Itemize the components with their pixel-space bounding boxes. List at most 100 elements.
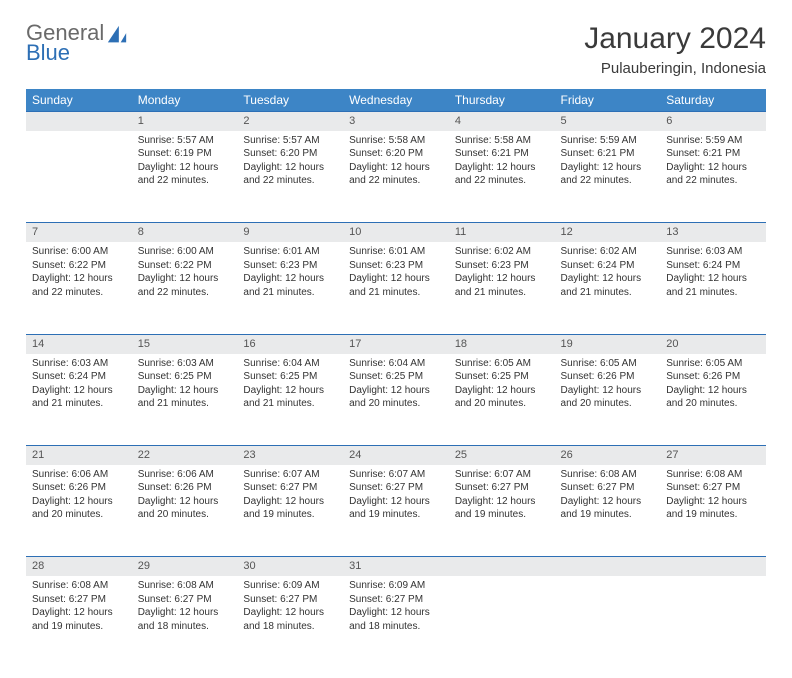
weekday-header: Wednesday: [343, 89, 449, 112]
daylight-text: Daylight: 12 hours and 19 minutes.: [349, 495, 443, 522]
sunrise-text: Sunrise: 6:05 AM: [455, 357, 549, 371]
sunset-text: Sunset: 6:19 PM: [138, 147, 232, 161]
day-number: 4: [449, 112, 555, 131]
daylight-text: Daylight: 12 hours and 22 minutes.: [138, 272, 232, 299]
day-number: 22: [132, 446, 238, 465]
daylight-text: Daylight: 12 hours and 20 minutes.: [138, 495, 232, 522]
sunset-text: Sunset: 6:27 PM: [349, 593, 443, 607]
day-number: 24: [343, 446, 449, 465]
day-cell: Sunrise: 6:02 AMSunset: 6:24 PMDaylight:…: [555, 242, 661, 334]
sunrise-text: Sunrise: 6:05 AM: [666, 357, 760, 371]
sunset-text: Sunset: 6:27 PM: [138, 593, 232, 607]
sunrise-text: Sunrise: 6:02 AM: [561, 245, 655, 259]
sunset-text: Sunset: 6:27 PM: [561, 481, 655, 495]
day-cell: Sunrise: 6:02 AMSunset: 6:23 PMDaylight:…: [449, 242, 555, 334]
day-cell: [660, 576, 766, 668]
calendar-table: Sunday Monday Tuesday Wednesday Thursday…: [26, 89, 766, 668]
weekday-header: Saturday: [660, 89, 766, 112]
day-number: 29: [132, 557, 238, 576]
sunset-text: Sunset: 6:25 PM: [349, 370, 443, 384]
day-cell: Sunrise: 6:01 AMSunset: 6:23 PMDaylight:…: [237, 242, 343, 334]
day-number-row: 28293031: [26, 557, 766, 576]
day-cell: Sunrise: 6:09 AMSunset: 6:27 PMDaylight:…: [237, 576, 343, 668]
day-cell: Sunrise: 5:58 AMSunset: 6:20 PMDaylight:…: [343, 131, 449, 223]
day-cell: Sunrise: 5:57 AMSunset: 6:19 PMDaylight:…: [132, 131, 238, 223]
sunrise-text: Sunrise: 6:05 AM: [561, 357, 655, 371]
sunset-text: Sunset: 6:27 PM: [32, 593, 126, 607]
sunset-text: Sunset: 6:27 PM: [243, 481, 337, 495]
sunset-text: Sunset: 6:25 PM: [138, 370, 232, 384]
day-cell: Sunrise: 6:07 AMSunset: 6:27 PMDaylight:…: [449, 465, 555, 557]
day-cell: Sunrise: 6:00 AMSunset: 6:22 PMDaylight:…: [132, 242, 238, 334]
day-cell: Sunrise: 6:09 AMSunset: 6:27 PMDaylight:…: [343, 576, 449, 668]
daylight-text: Daylight: 12 hours and 19 minutes.: [666, 495, 760, 522]
sunrise-text: Sunrise: 6:07 AM: [455, 468, 549, 482]
daylight-text: Daylight: 12 hours and 21 minutes.: [561, 272, 655, 299]
sunset-text: Sunset: 6:21 PM: [666, 147, 760, 161]
day-content-row: Sunrise: 6:06 AMSunset: 6:26 PMDaylight:…: [26, 465, 766, 557]
sunrise-text: Sunrise: 5:59 AM: [561, 134, 655, 148]
day-number: [660, 557, 766, 576]
sunrise-text: Sunrise: 6:03 AM: [666, 245, 760, 259]
day-cell: [555, 576, 661, 668]
daylight-text: Daylight: 12 hours and 20 minutes.: [455, 384, 549, 411]
sunrise-text: Sunrise: 5:58 AM: [349, 134, 443, 148]
day-number: 16: [237, 334, 343, 353]
sunset-text: Sunset: 6:22 PM: [32, 259, 126, 273]
sunset-text: Sunset: 6:26 PM: [138, 481, 232, 495]
day-cell: Sunrise: 6:04 AMSunset: 6:25 PMDaylight:…: [237, 354, 343, 446]
day-content-row: Sunrise: 6:08 AMSunset: 6:27 PMDaylight:…: [26, 576, 766, 668]
day-cell: Sunrise: 6:01 AMSunset: 6:23 PMDaylight:…: [343, 242, 449, 334]
logo-blue: Blue: [26, 42, 104, 64]
sunset-text: Sunset: 6:23 PM: [349, 259, 443, 273]
sunrise-text: Sunrise: 6:06 AM: [32, 468, 126, 482]
sunset-text: Sunset: 6:26 PM: [32, 481, 126, 495]
sunrise-text: Sunrise: 6:09 AM: [243, 579, 337, 593]
daylight-text: Daylight: 12 hours and 22 minutes.: [349, 161, 443, 188]
day-cell: [449, 576, 555, 668]
day-number: [555, 557, 661, 576]
sunset-text: Sunset: 6:24 PM: [32, 370, 126, 384]
sunset-text: Sunset: 6:22 PM: [138, 259, 232, 273]
daylight-text: Daylight: 12 hours and 19 minutes.: [32, 606, 126, 633]
daylight-text: Daylight: 12 hours and 21 minutes.: [349, 272, 443, 299]
daylight-text: Daylight: 12 hours and 21 minutes.: [243, 272, 337, 299]
day-number-row: 14151617181920: [26, 334, 766, 353]
day-cell: Sunrise: 6:05 AMSunset: 6:26 PMDaylight:…: [660, 354, 766, 446]
day-cell: Sunrise: 6:07 AMSunset: 6:27 PMDaylight:…: [343, 465, 449, 557]
sunrise-text: Sunrise: 6:00 AM: [138, 245, 232, 259]
sunrise-text: Sunrise: 5:57 AM: [243, 134, 337, 148]
day-number: [449, 557, 555, 576]
sunset-text: Sunset: 6:26 PM: [666, 370, 760, 384]
daylight-text: Daylight: 12 hours and 21 minutes.: [32, 384, 126, 411]
daylight-text: Daylight: 12 hours and 21 minutes.: [243, 384, 337, 411]
day-content-row: Sunrise: 6:03 AMSunset: 6:24 PMDaylight:…: [26, 354, 766, 446]
sunrise-text: Sunrise: 6:01 AM: [349, 245, 443, 259]
day-number: 14: [26, 334, 132, 353]
header: General Blue January 2024 Pulauberingin,…: [26, 22, 766, 77]
daylight-text: Daylight: 12 hours and 22 minutes.: [561, 161, 655, 188]
day-number: 2: [237, 112, 343, 131]
day-number: 12: [555, 223, 661, 242]
day-cell: Sunrise: 6:05 AMSunset: 6:25 PMDaylight:…: [449, 354, 555, 446]
day-number: 10: [343, 223, 449, 242]
day-cell: Sunrise: 6:04 AMSunset: 6:25 PMDaylight:…: [343, 354, 449, 446]
day-cell: Sunrise: 6:03 AMSunset: 6:24 PMDaylight:…: [660, 242, 766, 334]
day-cell: Sunrise: 6:08 AMSunset: 6:27 PMDaylight:…: [132, 576, 238, 668]
day-cell: Sunrise: 6:05 AMSunset: 6:26 PMDaylight:…: [555, 354, 661, 446]
daylight-text: Daylight: 12 hours and 20 minutes.: [32, 495, 126, 522]
day-cell: [26, 131, 132, 223]
daylight-text: Daylight: 12 hours and 22 minutes.: [666, 161, 760, 188]
day-content-row: Sunrise: 5:57 AM Sunset: 6:19 PM Daylight:…: [26, 131, 766, 223]
sunset-text: Sunset: 6:25 PM: [455, 370, 549, 384]
day-number: 31: [343, 557, 449, 576]
sunrise-text: Sunrise: 6:09 AM: [349, 579, 443, 593]
day-number: 26: [555, 446, 661, 465]
day-number: 18: [449, 334, 555, 353]
day-number: 8: [132, 223, 238, 242]
sunrise-text: Sunrise: 6:04 AM: [243, 357, 337, 371]
sunrise-text: Sunrise: 5:58 AM: [455, 134, 549, 148]
sunrise-text: Sunrise: 6:07 AM: [349, 468, 443, 482]
day-cell: Sunrise: 6:06 AMSunset: 6:26 PMDaylight:…: [132, 465, 238, 557]
day-number: 1: [132, 112, 238, 131]
